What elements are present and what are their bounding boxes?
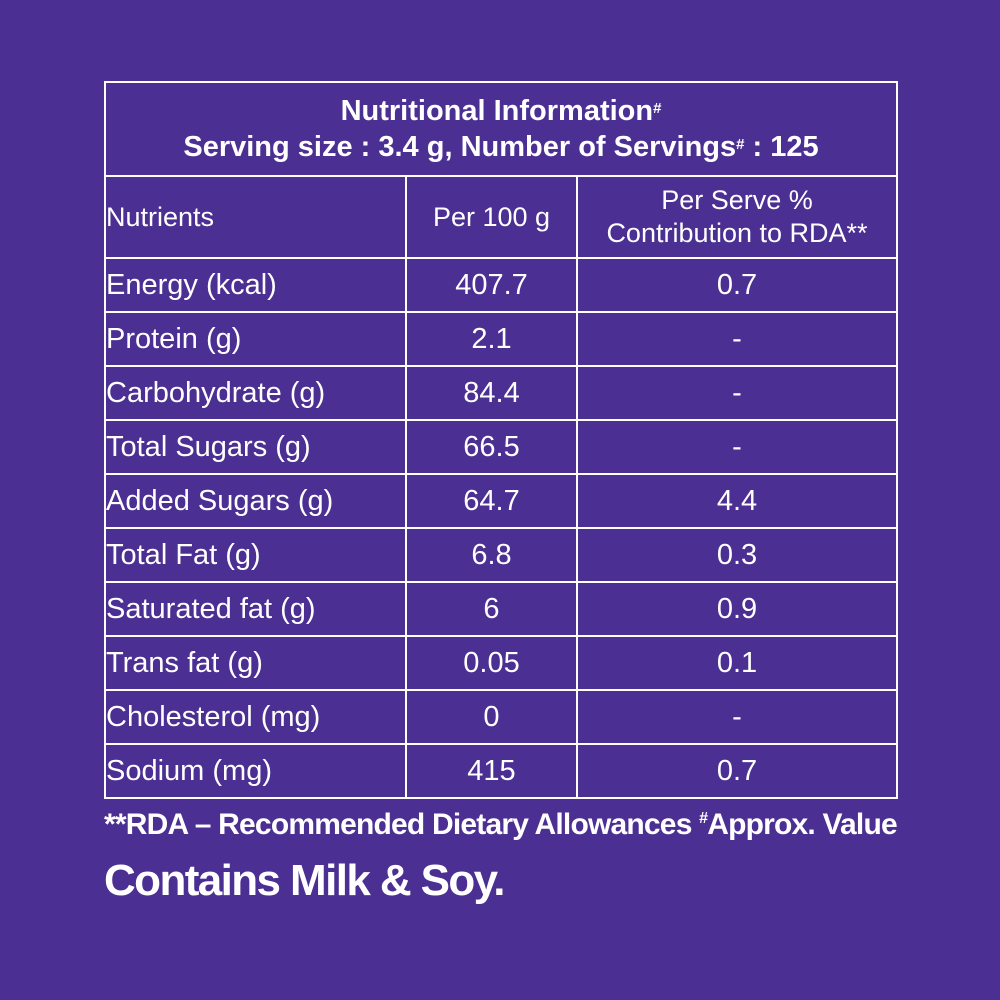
rda-cell: 0.1	[575, 635, 899, 691]
table-row: Trans fat (g) 0.05 0.1	[104, 635, 899, 691]
nutrition-table: Nutritional Information# Serving size : …	[103, 81, 899, 799]
table-row: Total Fat (g) 6.8 0.3	[104, 527, 899, 583]
per-100g-cell: 84.4	[405, 365, 578, 421]
per-100g-cell: 6.8	[405, 527, 578, 583]
rda-cell: 4.4	[575, 473, 899, 529]
table-row: Sodium (mg) 415 0.7	[104, 743, 899, 799]
rda-cell: 0.7	[575, 743, 899, 799]
per-100g-cell: 0.05	[405, 635, 578, 691]
table-row: Protein (g) 2.1-	[104, 311, 899, 367]
nutrient-cell: Energy (kcal)	[104, 257, 407, 313]
per-100g-cell: 415	[405, 743, 578, 799]
per-100g-cell: 6	[405, 581, 578, 637]
table-title: Nutritional Information# Serving size : …	[103, 81, 899, 177]
title-line-1: Nutritional Information#	[340, 95, 662, 127]
hash-mark: #	[699, 810, 708, 827]
per-100g-cell: 407.7	[405, 257, 578, 313]
header-rda-line-2: Contribution to RDA**	[606, 218, 868, 248]
nutrient-cell: Trans fat (g)	[104, 635, 407, 691]
nutrient-cell: Cholesterol (mg)	[104, 689, 407, 745]
nutrient-cell: Total Sugars (g)	[104, 419, 407, 475]
table-row: Carbohydrate (g) 84.4-	[104, 365, 899, 421]
rda-cell: -	[575, 689, 899, 745]
table-row: Total Sugars (g) 66.5-	[104, 419, 899, 475]
rda-cell: -	[575, 311, 899, 367]
nutrient-cell: Sodium (mg)	[104, 743, 407, 799]
table-row: Saturated fat (g) 6 0.9	[104, 581, 899, 637]
nutrient-cell: Protein (g)	[104, 311, 407, 367]
header-row: Nutrients Per 100 g Per Serve % Contribu…	[104, 175, 899, 259]
rda-cell: 0.3	[575, 527, 899, 583]
rda-cell: -	[575, 419, 899, 475]
nutrient-cell: Saturated fat (g)	[104, 581, 407, 637]
header-rda-line-1: Per Serve %	[661, 185, 813, 215]
nutrient-cell: Added Sugars (g)	[104, 473, 407, 529]
nutrient-cell: Total Fat (g)	[104, 527, 407, 583]
nutrient-cell: Carbohydrate (g)	[104, 365, 407, 421]
header-per-100g: Per 100 g	[405, 175, 578, 259]
rda-cell: 0.7	[575, 257, 899, 313]
header-nutrients: Nutrients	[104, 175, 407, 259]
rda-cell: 0.9	[575, 581, 899, 637]
nutrition-panel: Nutritional Information# Serving size : …	[103, 81, 899, 799]
table-row: Cholesterol (mg) 0-	[104, 689, 899, 745]
hash-mark: #	[736, 136, 745, 153]
per-100g-cell: 66.5	[405, 419, 578, 475]
rda-cell: -	[575, 365, 899, 421]
rda-footnote: **RDA – Recommended Dietary Allowances #…	[104, 808, 898, 841]
allergen-statement: Contains Milk & Soy.	[104, 856, 506, 905]
title-line-2: Serving size : 3.4 g, Number of Servings…	[183, 131, 819, 163]
header-rda: Per Serve % Contribution to RDA**	[575, 175, 899, 259]
table-body: Energy (kcal) 407.7 0.7 Protein (g) 2.1- Carb…	[104, 257, 899, 799]
per-100g-cell: 2.1	[405, 311, 578, 367]
hash-mark: #	[653, 100, 662, 117]
per-100g-cell: 0	[405, 689, 578, 745]
table-row: Energy (kcal) 407.7 0.7	[104, 257, 899, 313]
title-row: Nutritional Information# Serving size : …	[103, 81, 899, 177]
table-row: Added Sugars (g) 64.7 4.4	[104, 473, 899, 529]
per-100g-cell: 64.7	[405, 473, 578, 529]
